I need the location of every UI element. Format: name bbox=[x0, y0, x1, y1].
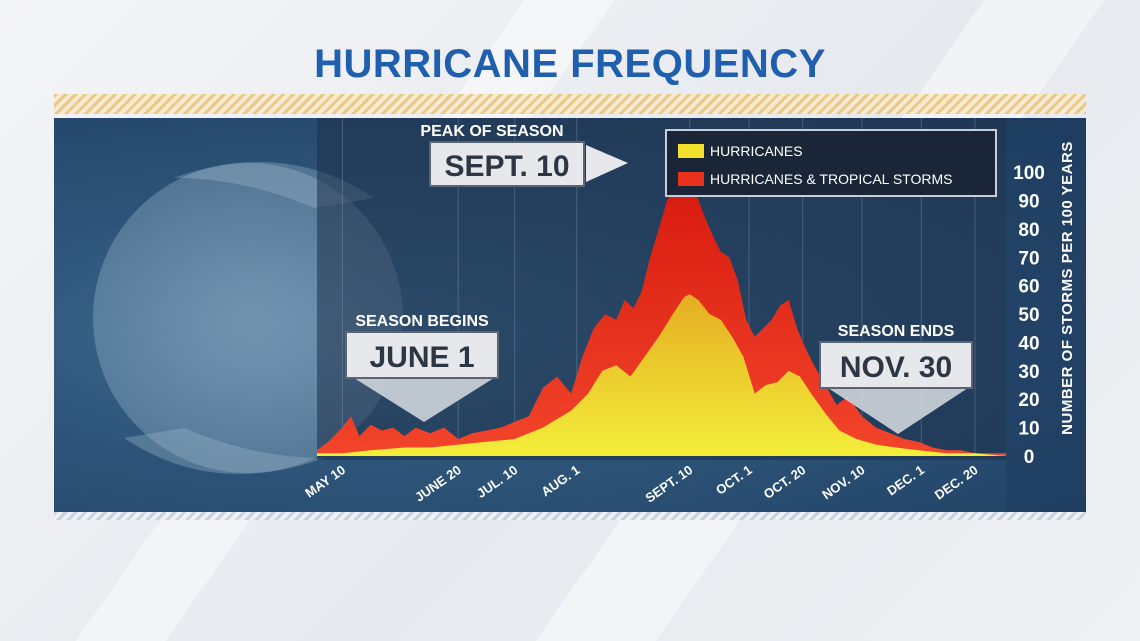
decorative-hatch-bar bbox=[54, 94, 1086, 114]
decorative-hatch-strip bbox=[54, 512, 1086, 520]
y-tick-label: 70 bbox=[1018, 248, 1039, 269]
y-axis-label: NUMBER OF STORMS PER 100 YEARS bbox=[1059, 141, 1076, 435]
peak-date: SEPT. 10 bbox=[444, 150, 569, 183]
x-tick-label: DEC. 1 bbox=[884, 462, 927, 498]
season-ends-label: SEASON ENDS bbox=[838, 323, 955, 340]
season-begins-date: JUNE 1 bbox=[369, 341, 474, 374]
season-begins-label: SEASON BEGINS bbox=[355, 313, 489, 330]
series-area-hurricanes bbox=[317, 294, 1006, 456]
peak-date-box bbox=[429, 141, 585, 187]
legend-box bbox=[665, 129, 997, 197]
y-tick-label: 100 bbox=[1013, 163, 1045, 184]
page-title: HURRICANE FREQUENCY bbox=[314, 42, 826, 86]
x-tick-label: AUG. 1 bbox=[538, 462, 582, 499]
x-tick-label: NOV. 10 bbox=[819, 462, 867, 502]
legend-swatch-storms bbox=[678, 172, 704, 186]
y-tick-label: 10 bbox=[1018, 419, 1039, 440]
y-tick-label: 30 bbox=[1018, 362, 1039, 383]
y-tick-label: 90 bbox=[1018, 192, 1039, 213]
season-ends-callout: SEASON ENDS NOV. 30 bbox=[819, 323, 973, 434]
y-tick-label: 60 bbox=[1018, 277, 1039, 298]
season-ends-arrow-icon bbox=[828, 388, 968, 434]
x-tick-label: OCT. 1 bbox=[713, 462, 755, 497]
season-begins-date-box bbox=[345, 331, 499, 379]
y-tick-label: 80 bbox=[1018, 220, 1039, 241]
y-tick-label: 40 bbox=[1018, 333, 1039, 354]
x-tick-label: OCT. 20 bbox=[761, 462, 809, 502]
chart-panel: 0 10 20 30 40 50 60 70 80 90 100 MAY 10 JUNE 20 JUL.… bbox=[54, 118, 1086, 512]
season-ends-date: NOV. 30 bbox=[840, 351, 952, 384]
y-tick-label: 0 bbox=[1024, 447, 1035, 468]
legend-storms: HURRICANES & TROPICAL STORMS bbox=[710, 171, 952, 187]
season-begins-callout: SEASON BEGINS JUNE 1 bbox=[345, 313, 499, 422]
x-tick-label: MAY 10 bbox=[302, 462, 348, 500]
y-tick-label: 50 bbox=[1018, 305, 1039, 326]
y-axis-strip bbox=[1006, 118, 1086, 512]
x-tick-label: SEPT. 10 bbox=[642, 462, 695, 505]
series-area-hurricanes-and-tropical-storms bbox=[317, 169, 1006, 456]
legend-hurricanes: HURRICANES bbox=[710, 143, 803, 159]
legend-swatch-hurricanes bbox=[678, 144, 704, 158]
season-ends-date-box bbox=[819, 341, 973, 389]
legend: HURRICANES HURRICANES & TROPICAL STORMS bbox=[665, 129, 997, 197]
y-tick-label: 20 bbox=[1018, 390, 1039, 411]
x-tick-label: JUL. 10 bbox=[474, 462, 520, 501]
season-begins-arrow-icon bbox=[354, 378, 494, 422]
peak-callout: PEAK OF SEASON SEPT. 10 bbox=[420, 123, 628, 187]
x-tick-label: JUNE 20 bbox=[412, 462, 464, 505]
hurricane-frequency-chart: 0 10 20 30 40 50 60 70 80 90 100 MAY 10 JUNE 20 JUL.… bbox=[93, 118, 1086, 512]
x-tick-label: DEC. 20 bbox=[932, 462, 981, 502]
peak-callout-label: PEAK OF SEASON bbox=[420, 123, 563, 140]
peak-arrow-icon bbox=[586, 145, 628, 182]
